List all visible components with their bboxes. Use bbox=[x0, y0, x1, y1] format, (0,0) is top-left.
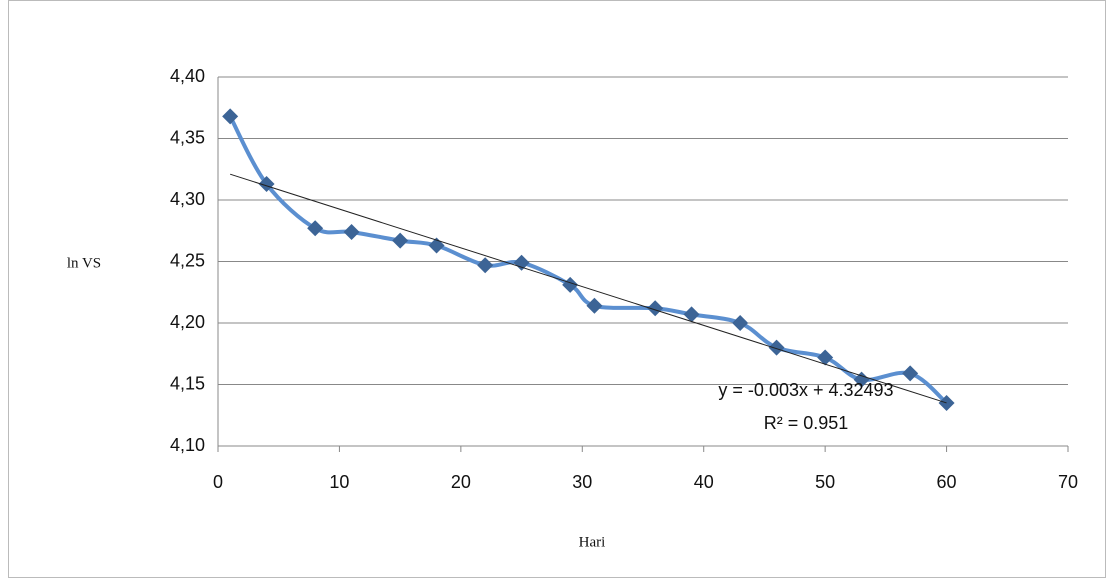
marker bbox=[392, 233, 408, 249]
page: ln VS Hari 4,10 4,15 4,20 4,25 4,30 4,35 4,40 0… bbox=[0, 0, 1107, 578]
y-tick-label: 4,25 bbox=[170, 250, 205, 270]
marker bbox=[344, 224, 360, 240]
x-tick-label: 10 bbox=[329, 472, 349, 492]
x-tick-label: 20 bbox=[451, 472, 471, 492]
marker bbox=[477, 257, 493, 273]
y-tick-label: 4,20 bbox=[170, 312, 205, 332]
y-axis-label: ln VS bbox=[67, 255, 101, 271]
trendline-equation: y = -0.003x + 4.32493 bbox=[718, 380, 893, 400]
x-tick-label: 60 bbox=[937, 472, 957, 492]
x-tick-label: 30 bbox=[572, 472, 592, 492]
marker bbox=[732, 315, 748, 331]
marker bbox=[769, 340, 785, 356]
chart: ln VS Hari 4,10 4,15 4,20 4,25 4,30 4,35 4,40 0… bbox=[0, 0, 1107, 578]
marker bbox=[817, 349, 833, 365]
y-tick-label: 4,15 bbox=[170, 373, 205, 393]
x-axis-label: Hari bbox=[579, 534, 606, 550]
series-line bbox=[230, 116, 946, 403]
x-tick-label: 40 bbox=[694, 472, 714, 492]
marker bbox=[222, 108, 238, 124]
marker bbox=[514, 255, 530, 271]
y-tick-label: 4,30 bbox=[170, 189, 205, 209]
x-tick-label: 50 bbox=[815, 472, 835, 492]
x-tick-label: 70 bbox=[1058, 472, 1078, 492]
x-tick-label: 0 bbox=[213, 472, 223, 492]
trendline bbox=[230, 174, 946, 403]
y-tick-label: 4,35 bbox=[170, 127, 205, 147]
y-tick-label: 4,10 bbox=[170, 435, 205, 455]
marker bbox=[586, 298, 602, 314]
r-squared: R² = 0.951 bbox=[764, 413, 849, 433]
y-tick-label: 4,40 bbox=[170, 66, 205, 86]
marker bbox=[902, 365, 918, 381]
